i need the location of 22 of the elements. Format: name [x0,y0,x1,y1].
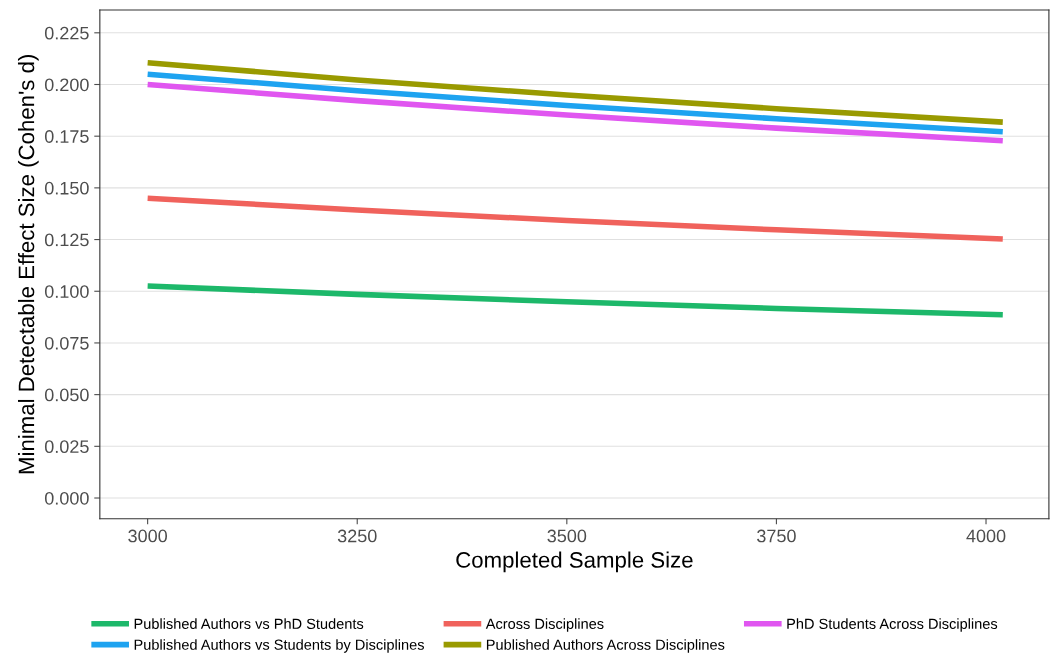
y-tick-label: 0.075 [44,336,89,350]
legend-label: Published Authors vs Students by Disciplines [134,639,424,653]
legend-label: Published Authors Across Disciplines [486,639,725,653]
y-tick-label: 0.150 [44,181,89,195]
legend-label: Across Disciplines [485,618,604,632]
x-tick-label: 3500 [547,529,587,543]
x-tick-label: 3000 [128,529,168,543]
y-tick-label: 0.100 [44,285,89,298]
y-tick-label: 0.225 [44,26,89,40]
y-tick-label: 0.175 [44,130,89,143]
y-tick-label: 0.125 [44,233,89,247]
y-tick-label: 0.050 [44,388,89,402]
x-tick-label: 4000 [966,529,1006,543]
x-axis-title: Completed Sample Size [456,551,693,573]
legend-label: PhD Students Across Disciplines [787,618,998,632]
y-tick-label: 0.200 [44,78,89,92]
y-tick-label: 0.025 [44,440,89,454]
y-axis-title: Minimal Detectable Effect Size (Cohen's d) [17,55,39,474]
y-tick-label: 0.000 [44,491,89,505]
legend-label: Published Authors vs PhD Students [134,618,364,629]
x-tick-label: 3250 [337,529,377,543]
x-tick-label: 3750 [757,529,796,543]
